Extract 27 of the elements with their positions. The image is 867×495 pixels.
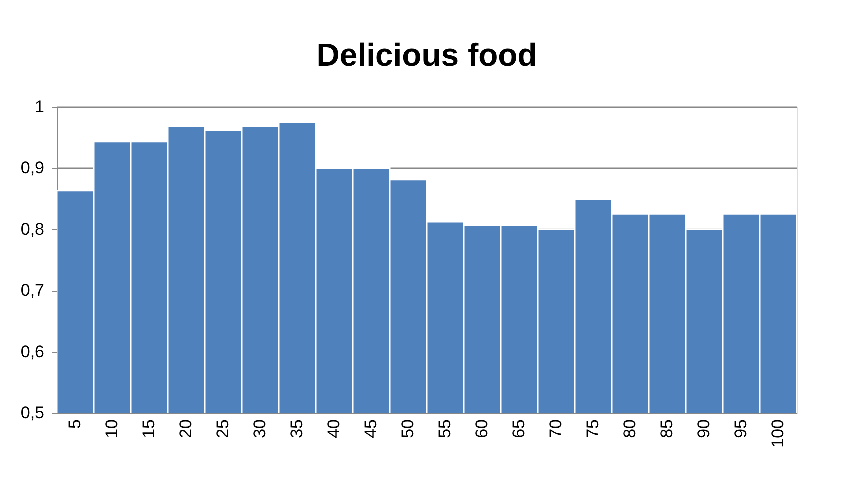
y-tick-label: 0,9 [20, 158, 44, 178]
y-tick-label: 0,8 [20, 220, 44, 239]
x-tick-label: 50 [398, 420, 418, 438]
x-tick-label: 95 [732, 420, 750, 438]
x-tick-label: 30 [250, 420, 270, 438]
x-tick-label: 15 [140, 420, 158, 438]
chart-title: Delicious food [316, 37, 538, 73]
x-tick-label: 10 [102, 420, 122, 438]
x-tick-label: 5 [66, 420, 84, 429]
x-tick-label: 75 [584, 420, 602, 438]
x-tick-label: 85 [658, 420, 676, 438]
x-tick-label: 70 [546, 420, 566, 438]
x-tick-label: 45 [362, 420, 380, 438]
x-tick-label: 40 [324, 420, 344, 438]
x-tick-label: 80 [620, 420, 640, 438]
y-tick-label: 1 [35, 98, 44, 116]
x-tick-label: 90 [694, 420, 714, 438]
x-tick-label: 25 [214, 420, 232, 438]
x-tick-label: 35 [288, 420, 306, 438]
x-tick-label: 60 [472, 420, 492, 438]
y-tick-label: 0,6 [20, 342, 44, 362]
y-tick-label: 0,5 [20, 404, 44, 422]
x-tick-label: 20 [176, 420, 196, 438]
x-tick-label: 100 [768, 420, 788, 448]
y-tick-label: 0,7 [20, 281, 44, 300]
x-tick-label: 55 [436, 420, 454, 438]
x-tick-label: 65 [510, 420, 528, 438]
